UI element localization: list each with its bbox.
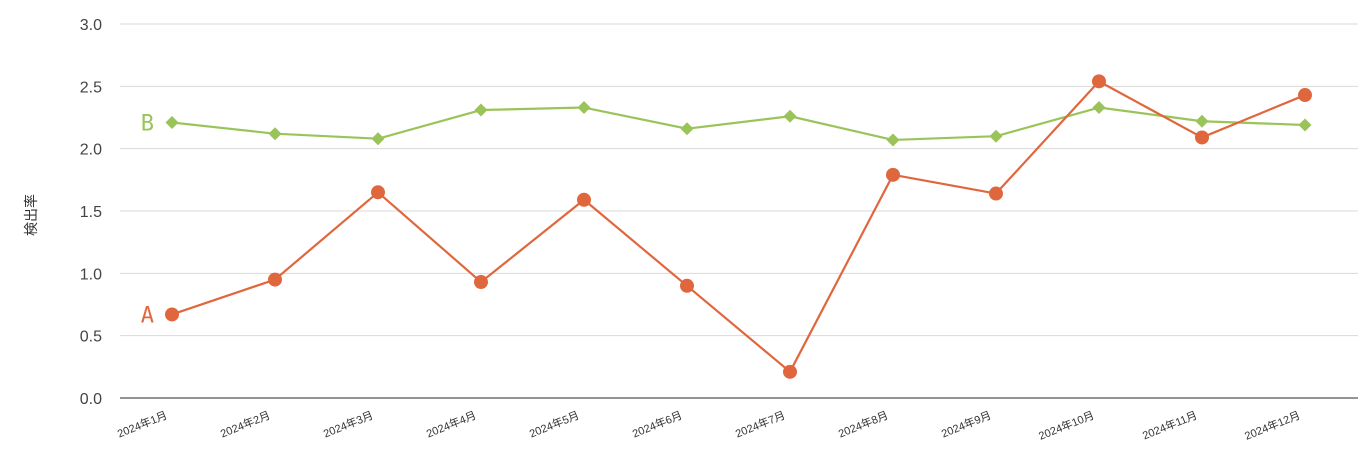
data-point-b bbox=[1298, 118, 1312, 132]
data-point-a bbox=[989, 186, 1003, 201]
data-point-a bbox=[1092, 74, 1106, 89]
data-point-b bbox=[680, 122, 694, 136]
x-tick-label: 2024年12月 bbox=[1242, 408, 1302, 443]
data-point-a bbox=[371, 185, 385, 200]
y-tick-label: 1.0 bbox=[80, 266, 102, 283]
y-tick-label: 3.0 bbox=[80, 17, 102, 34]
series-b: B bbox=[141, 101, 1312, 147]
y-tick-label: 1.5 bbox=[80, 204, 102, 221]
x-tick-label: 2024年9月 bbox=[939, 408, 993, 441]
x-tick-label: 2024年1月 bbox=[115, 408, 169, 441]
series-line-b bbox=[171, 106, 1306, 142]
gridlines bbox=[120, 23, 1358, 399]
x-tick-label: 2024年8月 bbox=[836, 408, 890, 441]
x-tick-label: 2024年11月 bbox=[1140, 408, 1199, 443]
x-tick-label: 2024年10月 bbox=[1036, 408, 1096, 443]
data-point-a bbox=[268, 272, 282, 287]
series-group: BA bbox=[141, 74, 1312, 379]
x-tick-label: 2024年6月 bbox=[630, 408, 684, 441]
data-point-b bbox=[1092, 101, 1106, 115]
data-point-b bbox=[886, 133, 900, 147]
x-axis-ticks: 2024年1月 2024年2月 2024年3月 2024年4月 2024年5月 2024年… bbox=[115, 408, 1302, 443]
x-tick-label: 2024年5月 bbox=[527, 408, 581, 441]
data-point-a bbox=[577, 192, 591, 207]
y-axis-label: 検出率 bbox=[23, 194, 39, 236]
data-point-b bbox=[1195, 114, 1209, 128]
data-point-b bbox=[474, 103, 488, 117]
y-tick-label: 0.0 bbox=[80, 391, 102, 408]
data-point-b bbox=[268, 127, 282, 141]
x-tick-label: 2024年7月 bbox=[733, 408, 787, 441]
data-point-a bbox=[680, 278, 694, 293]
y-tick-label: 2.5 bbox=[80, 79, 102, 96]
y-tick-label: 2.0 bbox=[80, 142, 102, 159]
data-point-b bbox=[783, 109, 797, 123]
data-point-b bbox=[989, 129, 1003, 143]
series-a: A bbox=[141, 74, 1312, 379]
data-point-a bbox=[165, 307, 179, 322]
data-point-b bbox=[371, 132, 385, 146]
data-point-a bbox=[474, 275, 488, 290]
data-point-a bbox=[886, 167, 900, 182]
x-tick-label: 2024年3月 bbox=[321, 408, 375, 441]
y-axis-ticks: 0.0 0.5 1.0 1.5 2.0 2.5 3.0 bbox=[80, 17, 102, 408]
x-tick-label: 2024年2月 bbox=[218, 408, 272, 441]
series-label-a: A bbox=[141, 303, 154, 328]
data-point-b bbox=[165, 115, 179, 129]
data-point-a bbox=[1298, 88, 1312, 103]
series-line-a bbox=[171, 80, 1306, 373]
series-label-b: B bbox=[141, 111, 154, 136]
x-tick-label: 2024年4月 bbox=[424, 408, 478, 441]
data-point-a bbox=[1195, 130, 1209, 145]
y-tick-label: 0.5 bbox=[80, 329, 102, 346]
data-point-a bbox=[783, 364, 797, 379]
data-point-b bbox=[577, 101, 591, 115]
